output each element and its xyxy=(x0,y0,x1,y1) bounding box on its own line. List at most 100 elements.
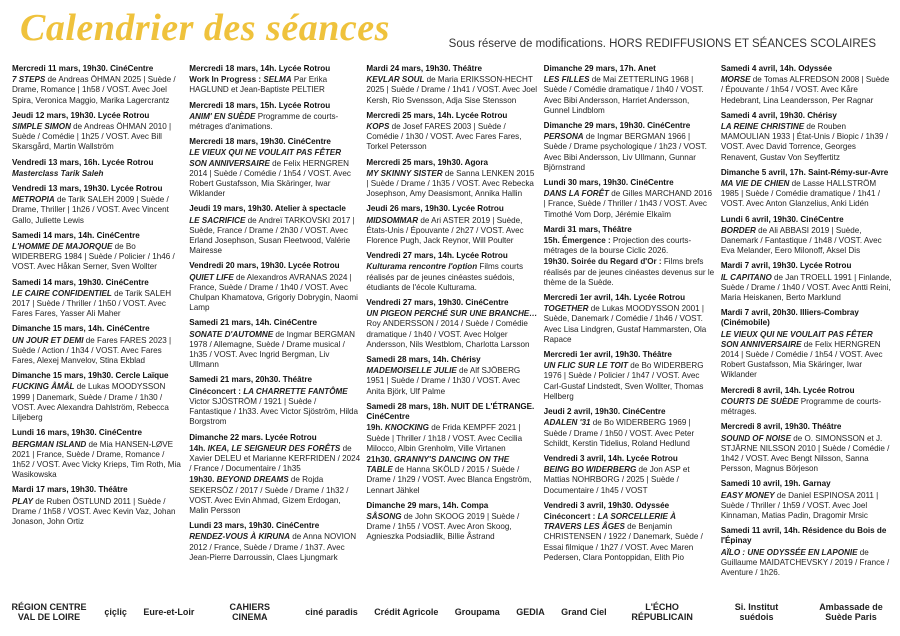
column: Mercredi 11 mars, 19h30. CinéCentre 7 STE… xyxy=(12,64,183,584)
date-venue: Samedi 14 mars, 19h30. CinéCentre xyxy=(12,277,149,287)
credit: de Bo WIDERBERG xyxy=(12,242,136,262)
credit: de Maria ERIKSSON-HECHT xyxy=(426,75,533,85)
info: 1978 / Allemagne, Suède / Drame musical … xyxy=(189,339,345,370)
column: Dimanche 29 mars, 17h. Anet LES FILLES de… xyxy=(544,64,715,584)
film: 14h. IKEA, LE SEIGNEUR DES FORÊTS de Xav… xyxy=(189,444,360,475)
film: MA VIE DE CHIEN de Lasse HALLSTRÖM 1985 … xyxy=(721,179,892,210)
film: BEING BO WIDERBERG de Jon ASP et Mattias… xyxy=(544,465,715,496)
label: 19h. xyxy=(366,423,383,433)
film: 19h30. Soirée du Regard d'Or : Films bre… xyxy=(544,257,715,288)
schedule: Mercredi 11 mars, 19h30. CinéCentre 7 STE… xyxy=(12,64,892,584)
info: 2025 | Suède / Drame / 1h41 / VOST. Avec… xyxy=(366,85,538,105)
film: L'HOMME DE MAJORQUE de Bo WIDERBERG 1984… xyxy=(12,242,183,273)
label: Cinéconcert : xyxy=(543,511,596,521)
label: Work In Progress : xyxy=(189,75,262,85)
credit: de Andreas ÖHMAN xyxy=(73,122,147,132)
info: / 2024 / France / Documentaire / 1h35 xyxy=(189,453,361,474)
film: UN PIGEON PERCHÉ SUR UNE BRANCHE… Roy AN… xyxy=(366,309,537,350)
film: KOPS de Josef FARES 2003 | Suède / Coméd… xyxy=(366,122,537,153)
info: 2010 | Suède / Comédie | 1h25 / VOST. Av… xyxy=(12,122,172,152)
date-venue: Mercredi 1er avril, 14h. Lycée Rotrou xyxy=(543,293,686,303)
film-title: 7 STEPS xyxy=(12,75,46,85)
film: 7 STEPS de Andreas ÖHMAN 2025 | Suède / … xyxy=(12,75,183,106)
info: Roy ANDERSSON / 2014 / Suède / Comédie d… xyxy=(366,319,530,349)
title: Calendrier des séances xyxy=(20,7,390,49)
date-venue: Samedi 4 avril, 19h30. Chérisy xyxy=(720,110,837,120)
film: MORSE de Tomas ALFREDSON 2008 | Suède / … xyxy=(721,75,892,106)
credit: de Jon ASP et Mattias NOHRBORG xyxy=(543,465,690,485)
info: 2017 | Suède / Thriller / 1h50 / VOST. A… xyxy=(12,299,166,319)
film: ADALEN '31 de Bo WIDERBERG 1969 | Suède … xyxy=(544,418,715,449)
info: 1966 | Suède / Drame psychologique / 1h2… xyxy=(543,132,707,172)
info: / 2017 / Suède / Drame / 1h32 / VOST. Av… xyxy=(189,485,349,515)
film-title: IKEA, LE SEIGNEUR DES FORÊTS xyxy=(207,443,341,453)
info: 2012 / France, Suède / Drame / 1h37. Ave… xyxy=(189,542,345,562)
film-title: FUCKING ÅMÅL xyxy=(12,382,75,392)
screening: Vendredi 27 mars, 14h. Lycée Rotrou Kultu… xyxy=(366,251,537,293)
film-title: KNOCKING xyxy=(384,423,429,433)
logo: ciné paradis xyxy=(305,607,358,617)
date-venue: Dimanche 29 mars, 19h30. CinéCentre xyxy=(543,121,691,131)
logo: Si. Institut suédois xyxy=(734,602,779,622)
info: 2017 | Suède, France / Drame / 2h30 / VO… xyxy=(189,215,355,256)
credit: de Fares FARES xyxy=(85,335,147,345)
film-title: ADALEN '31 xyxy=(543,418,591,428)
film-title: IL CAPITANO xyxy=(720,272,772,282)
credit: de Daniel ESPINOSA xyxy=(776,490,855,500)
info: 2016 | France, Suède / Thriller / 1h43 /… xyxy=(543,189,712,219)
info: 2025 | Suède / Drame, Romance | 1h58 / V… xyxy=(12,75,176,105)
date-venue: Dimanche 29 mars, 17h. Anet xyxy=(543,64,656,73)
info: 1976 | Suède / Policier / 1h47 / VOST. A… xyxy=(543,371,704,401)
film: LE CAIRE CONFIDENTIEL de Tarik SALEH 201… xyxy=(12,289,183,320)
screening: Mardi 24 mars, 19h30. Théâtre KEVLAR SOUL… xyxy=(366,64,537,106)
screening: Mardi 7 avril, 20h30. Illiers-Combray (C… xyxy=(721,308,892,380)
date-venue: Mercredi 8 avril, 14h. Lycée Rotrou xyxy=(720,385,855,395)
info: / 2025 | Suède / Documentaire / 1h45 / V… xyxy=(543,475,679,495)
credit: de Frida KEMPFF xyxy=(431,423,496,433)
date-venue: Jeudi 26 mars, 19h30. Lycée Rotrou xyxy=(366,204,504,214)
film: BERGMAN ISLAND de Mia HANSEN-LØVE 2021 |… xyxy=(12,440,183,481)
screening: Dimanche 22 mars. Lycée Rotrou 14h. IKEA,… xyxy=(189,433,360,517)
screening: Samedi 4 avril, 14h. Odyssée MORSE de Tom… xyxy=(721,64,892,106)
screening: Mercredi 8 avril, 14h. Lycée Rotrou COURT… xyxy=(721,386,892,418)
credit: de Ingmar BERGMAN xyxy=(585,132,666,142)
screening: Mercredi 25 mars, 19h30. Agora MY SKINNY … xyxy=(366,158,537,200)
info: / 2015 / Suède / Drame / 1h29 / VOST. Av… xyxy=(366,465,532,495)
date-venue: Vendredi 20 mars, 19h30. Lycée Rotrou xyxy=(189,261,340,271)
film: RENDEZ-VOUS À KIRUNA de Anna NOVION 2012… xyxy=(189,532,360,563)
film-title: SÅSONG xyxy=(366,511,402,521)
film-title: LE VIEUX QUI NE VOULAIT PAS FÊTER SON AN… xyxy=(189,148,342,168)
screening: Dimanche 29 mars, 14h. Compa SÅSONG de Jo… xyxy=(366,501,537,543)
info: 1985 | Suède / Comédie dramatique / 1h41… xyxy=(720,189,880,209)
film: ANIM' EN SUÈDE Programme de courts-métra… xyxy=(189,112,360,132)
logo: Groupama xyxy=(454,607,500,617)
info: Programme de courts-métrages d'animation… xyxy=(189,111,339,132)
date-venue: Jeudi 12 mars, 19h30. Lycée Rotrou xyxy=(12,110,150,120)
film-title: LA CHARRETTE FANTÔME xyxy=(243,386,348,396)
credit: de John SKOOG xyxy=(403,511,465,521)
info: Victor SJÖSTRÖM / 1921 | Suède / Fantast… xyxy=(189,396,359,427)
film: TOGETHER de Lukas MOODYSSON 2001 | Suède… xyxy=(544,304,715,345)
credit: de Ari ASTER xyxy=(420,215,470,225)
credit: de Mia HANSEN-LØVE xyxy=(88,439,174,449)
info: Programme de courts-métrages. xyxy=(720,396,882,417)
date-venue: Samedi 21 mars, 14h. CinéCentre xyxy=(189,318,317,328)
credit: de Bo WIDERBERG xyxy=(630,361,704,371)
info: 1951 | Suède / Drame / 1h30 / VOST. Avec… xyxy=(366,376,520,396)
credit: de Benjamin CHRISTENSEN xyxy=(543,522,673,542)
film-title: QUIET LIFE xyxy=(189,272,234,282)
film: DANS LA FORÊT de Gilles MARCHAND 2016 | … xyxy=(544,189,715,220)
info: 1991 | Finlande, Suède / Drame / 1h40 / … xyxy=(720,272,892,303)
screening: Mercredi 1er avril, 14h. Lycée Rotrou TOG… xyxy=(544,293,715,345)
film-title: Masterclass Tarik Saleh xyxy=(12,168,104,178)
label: Cinéconcert : xyxy=(189,386,241,396)
credit: de Felix HERNGREN xyxy=(803,339,881,349)
column: Samedi 4 avril, 14h. Odyssée MORSE de Tom… xyxy=(721,64,892,584)
date-venue: Vendredi 27 mars, 19h30. CinéCentre xyxy=(366,298,509,308)
screening: Lundi 23 mars, 19h30. CinéCentre RENDEZ-V… xyxy=(189,521,360,563)
info: 2019 | Suède / Drame / 1h55 / VOST. Avec… xyxy=(366,511,520,542)
date-venue: Samedi 21 mars, 20h30. Théâtre xyxy=(189,375,313,385)
screening: Vendredi 3 avril, 19h30. Odyssée Cinéconc… xyxy=(544,501,715,563)
film-title: SONATE D'AUTOMNE xyxy=(189,329,274,339)
credit: de Lasse HALLSTRÖM xyxy=(791,179,877,189)
